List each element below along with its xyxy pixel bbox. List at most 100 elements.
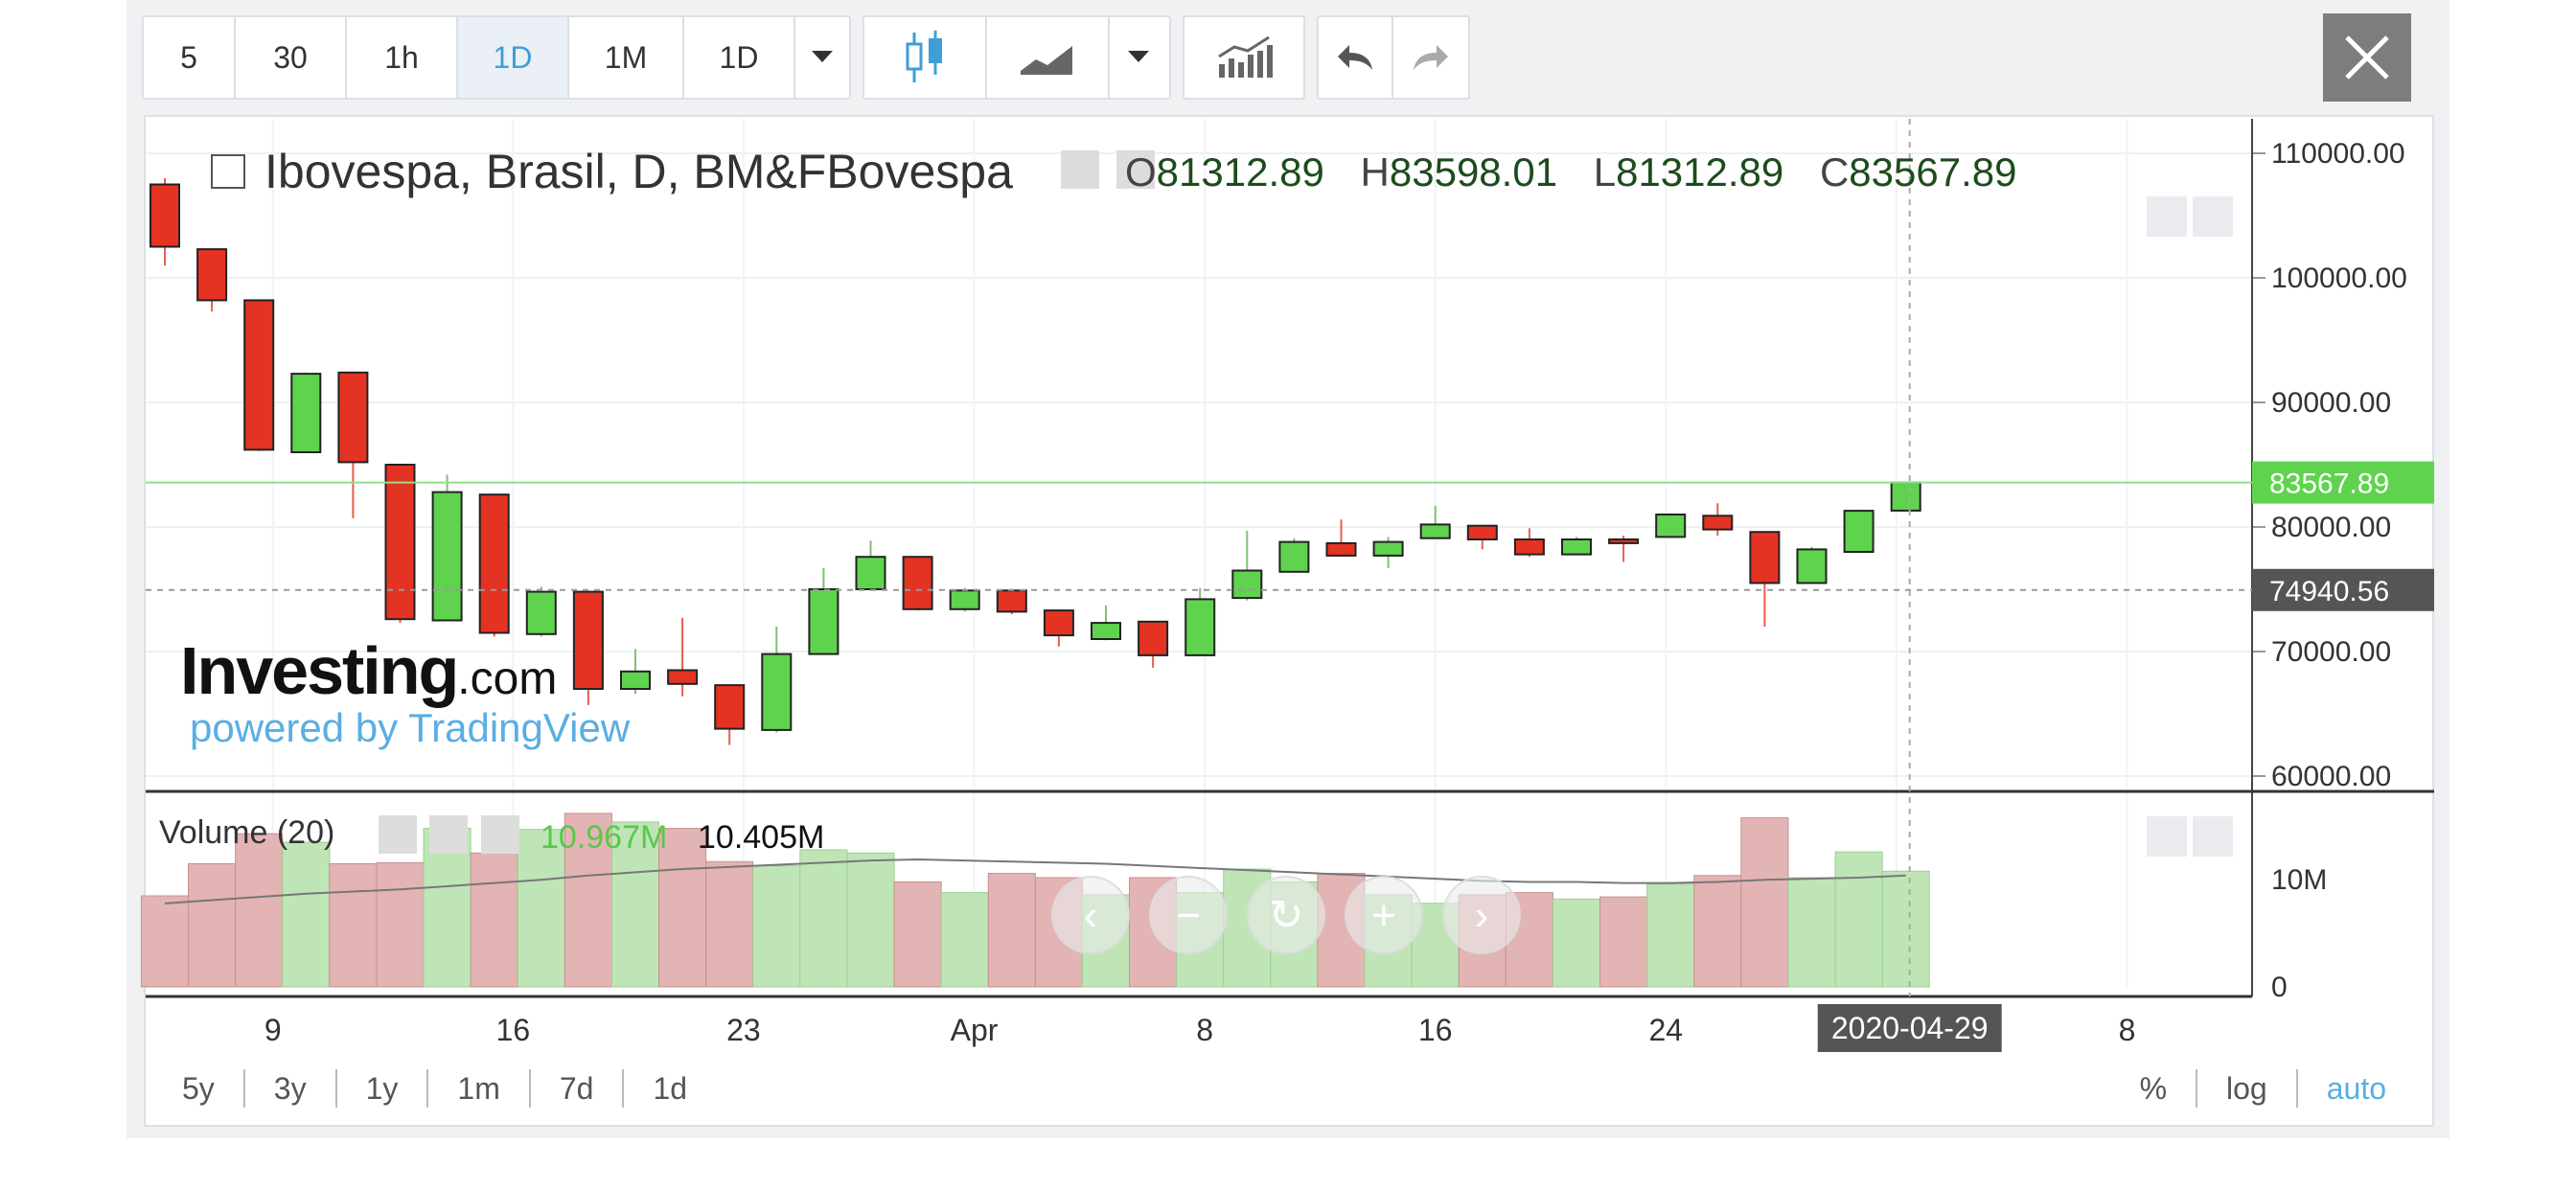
chart-style-dropdown-button[interactable]: [1110, 17, 1167, 98]
candles-style-button[interactable]: [864, 17, 987, 98]
candle-body: [1655, 514, 1687, 538]
close-value: 83567.89: [1849, 149, 2017, 195]
expand-volume-pane-button[interactable]: [2193, 816, 2233, 857]
candle-body: [902, 556, 933, 610]
volume-bar: [1787, 877, 1836, 988]
undo-button[interactable]: [1319, 17, 1393, 98]
candle-body: [196, 248, 228, 302]
candle-body: [243, 299, 275, 451]
volume-bar: [987, 873, 1036, 988]
interval-5-button[interactable]: 5: [144, 17, 236, 98]
scale-group: % log auto: [2111, 1069, 2434, 1108]
settings-icon[interactable]: [1116, 149, 1155, 189]
logo-suffix: .com: [457, 653, 558, 704]
volume-bar: [329, 862, 378, 988]
interval-30-button[interactable]: 30: [236, 17, 347, 98]
volume-bar: [893, 881, 942, 988]
area-chart-icon: [1021, 46, 1072, 75]
candle-body: [337, 371, 369, 464]
undo-icon: [1338, 45, 1372, 70]
indicators-button[interactable]: [1184, 17, 1303, 98]
candle-body: [714, 684, 746, 730]
line-style-button[interactable]: [987, 17, 1110, 98]
volume-bar: [1552, 898, 1601, 988]
investing-logo[interactable]: Investing.com: [180, 632, 557, 709]
candle-body: [1419, 523, 1451, 539]
interval-1m-button[interactable]: 1M: [569, 17, 684, 98]
collapse-legend-icon[interactable]: [211, 153, 245, 189]
eye-icon[interactable]: [1060, 149, 1099, 189]
log-scale-button[interactable]: log: [2197, 1069, 2298, 1108]
candle-body: [1749, 531, 1781, 584]
scroll-up-button[interactable]: [2147, 816, 2187, 857]
open-label: O: [1125, 149, 1157, 195]
redo-button[interactable]: [1393, 17, 1468, 98]
reset-button[interactable]: [1247, 876, 1325, 954]
interval-1d-alt-button[interactable]: 1D: [684, 17, 795, 98]
interval-1d-button[interactable]: 1D: [458, 17, 569, 98]
chevron-down-icon: [1128, 51, 1149, 62]
scroll-right-icon: ›: [1475, 892, 1489, 939]
close-label: C: [1819, 149, 1850, 195]
volume-bar: [1834, 851, 1883, 988]
powered-by-tradingview-link[interactable]: powered by TradingView: [190, 705, 631, 750]
candle-body: [290, 373, 322, 454]
legend-title: Ibovespa, Brasil, D, BM&FBovespa: [211, 144, 1155, 199]
crosshair-price-badge: [2252, 568, 2434, 611]
volume-bar: [376, 861, 425, 988]
volume-bar: [1646, 883, 1695, 988]
range-5y-button[interactable]: 5y: [153, 1069, 245, 1108]
percent-scale-button[interactable]: %: [2111, 1069, 2198, 1108]
bottom-toolbar: 5y 3y 1y 1m 7d 1d % log auto: [144, 1052, 2434, 1125]
high-label: H: [1360, 149, 1390, 195]
close-button[interactable]: [2323, 13, 2411, 102]
range-1y-button[interactable]: 1y: [337, 1069, 429, 1108]
x-tick-label: 24: [1648, 1013, 1683, 1047]
date-range-group: 5y 3y 1y 1m 7d 1d: [144, 1069, 716, 1108]
range-1d-button[interactable]: 1d: [653, 1071, 688, 1106]
volume-bar: [940, 892, 989, 988]
zoom-in-button[interactable]: [1345, 876, 1423, 954]
scroll-left-button[interactable]: [1051, 876, 1130, 954]
interval-1h-button[interactable]: 1h: [347, 17, 458, 98]
candle-body: [150, 183, 180, 248]
volume-bar: [1693, 875, 1742, 988]
x-tick-label: 8: [1196, 1013, 1213, 1047]
volume-bar: [188, 862, 237, 988]
candle-body: [1184, 598, 1216, 656]
scroll-left-icon: ‹: [1084, 892, 1098, 939]
volume-last-value: 10.405M: [698, 819, 825, 856]
range-1m-button[interactable]: 1m: [428, 1069, 531, 1108]
ohlc-readout: O81312.89 H83598.01 L81312.89 C83567.89: [1100, 149, 2016, 195]
y-tick-label: 80000.00: [2271, 512, 2391, 543]
expand-pane-button[interactable]: [2193, 196, 2233, 237]
candle-body: [808, 588, 840, 655]
chart-type-group: [862, 15, 1171, 100]
range-7d-button[interactable]: 7d: [531, 1069, 625, 1108]
candle-body: [1231, 569, 1263, 600]
volume-tick-label: 10M: [2271, 864, 2327, 896]
scroll-down-button[interactable]: [2147, 196, 2187, 237]
volume-ma-line: [164, 858, 1906, 904]
volume-bar: [517, 829, 565, 988]
symbol-title: Ibovespa, Brasil, D, BM&FBovespa: [264, 145, 1013, 198]
range-3y-button[interactable]: 3y: [245, 1069, 337, 1108]
low-label: L: [1593, 149, 1617, 195]
auto-scale-button[interactable]: auto: [2326, 1071, 2386, 1106]
volume-eye-icon[interactable]: [378, 815, 417, 855]
scroll-right-button[interactable]: [1442, 876, 1521, 954]
candle-body: [1513, 538, 1545, 556]
volume-remove-icon[interactable]: [480, 815, 519, 855]
volume-settings-icon[interactable]: [429, 815, 469, 855]
last-price-label: 83567.89: [2269, 469, 2389, 500]
logo-main: Investing: [180, 633, 459, 708]
zoom-out-button[interactable]: [1149, 876, 1228, 954]
chevron-down-icon: [812, 51, 833, 62]
redo-icon: [1414, 45, 1448, 70]
volume-bar: [658, 828, 707, 988]
interval-dropdown-button[interactable]: [795, 17, 849, 98]
y-tick-label: 100000.00: [2271, 263, 2407, 294]
y-tick-label: 110000.00: [2271, 138, 2405, 170]
candle-body: [1372, 540, 1404, 557]
candle-body: [1702, 515, 1734, 531]
